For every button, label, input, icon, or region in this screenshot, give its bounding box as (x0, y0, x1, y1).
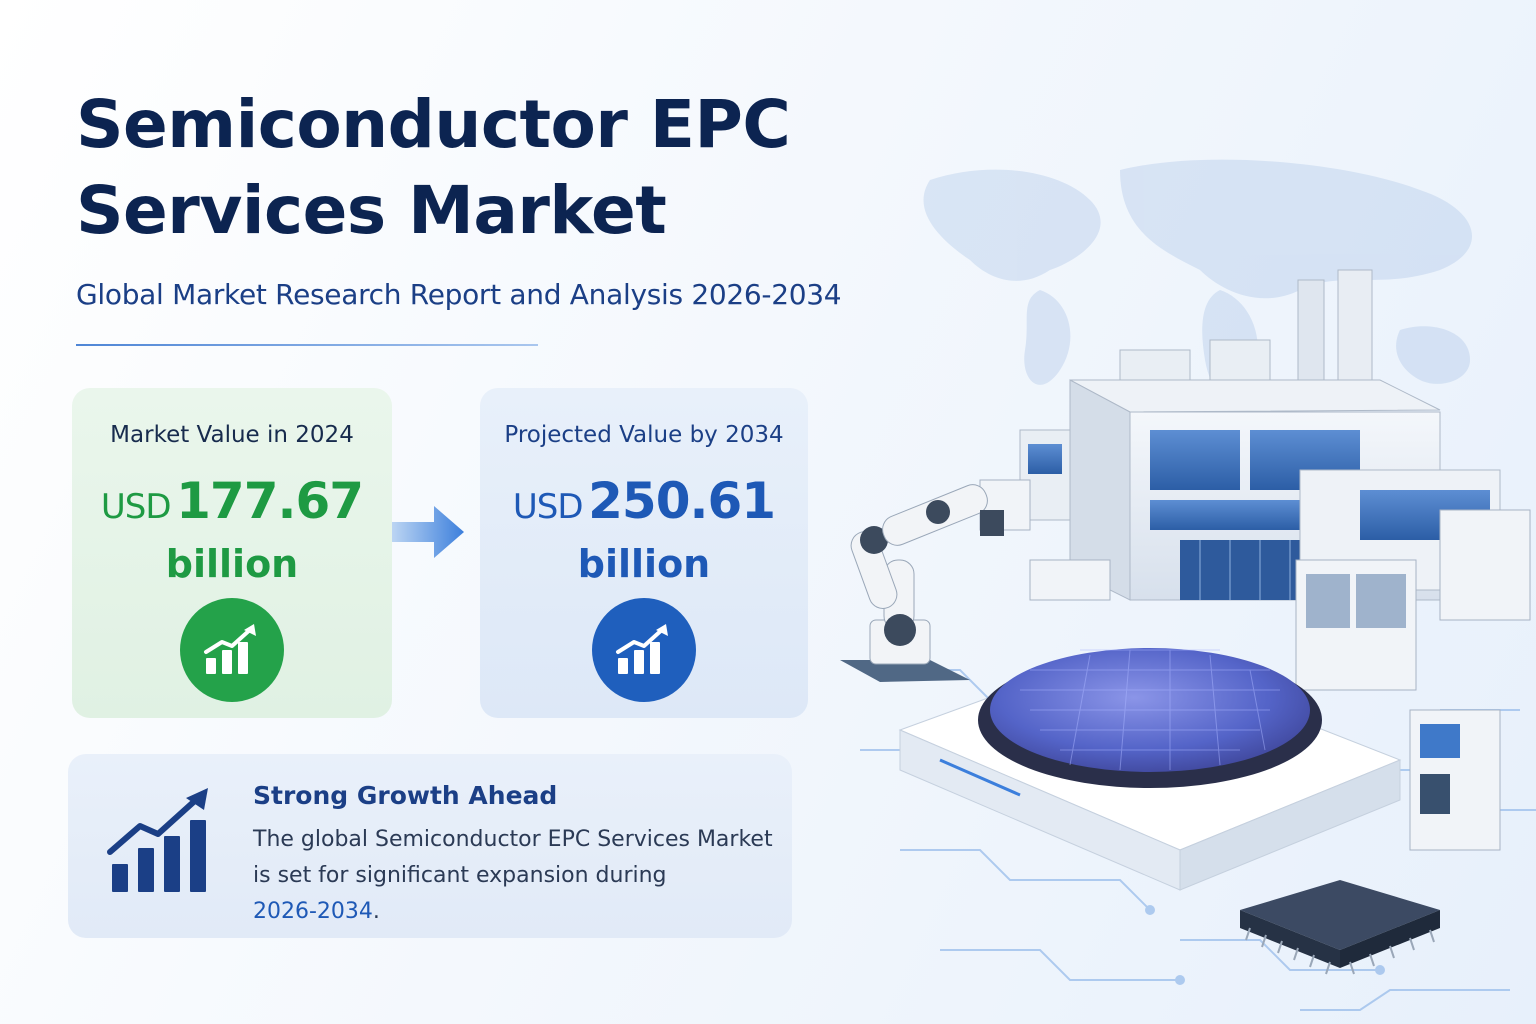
growth-text-main: The global Semiconductor EPC Services Ma… (253, 827, 773, 888)
card-number: 250.61 (588, 472, 776, 530)
market-value-2024-card: Market Value in 2024 USD 177.67 billion (72, 388, 392, 718)
card-unit: billion (165, 542, 299, 586)
microchip (1240, 880, 1440, 975)
bar-chart-trend-icon (107, 788, 208, 892)
projected-value-2034-card: Projected Value by 2034 USD 250.61 billi… (480, 388, 808, 718)
card-label: Projected Value by 2034 (504, 422, 784, 448)
silicon-wafer (898, 648, 1402, 891)
semiconductor-illustration (840, 159, 1536, 1011)
growth-text-end: . (372, 899, 380, 924)
card-value: USD 177.67 billion (72, 474, 392, 588)
growth-title: Strong Growth Ahead (253, 781, 558, 810)
growth-chart-icon (592, 598, 696, 702)
title-divider (76, 344, 538, 346)
arrow-right-icon (392, 506, 464, 558)
growth-chart-icon (180, 598, 284, 702)
card-label: Market Value in 2024 (110, 422, 354, 448)
growth-description: The global Semiconductor EPC Services Ma… (253, 822, 773, 930)
growth-panel (68, 754, 792, 938)
robotic-arm (840, 484, 1004, 682)
card-value: USD 250.61 billion (480, 474, 808, 588)
process-equipment (979, 479, 1531, 851)
card-currency: USD (512, 487, 584, 527)
semiconductor-factory (1019, 269, 1501, 601)
card-currency: USD (100, 487, 172, 527)
card-unit: billion (577, 542, 711, 586)
page-title: Semiconductor EPC Services Market (76, 82, 936, 254)
growth-text-highlight: 2026-2034 (253, 899, 373, 924)
card-number: 177.67 (176, 472, 364, 530)
page-subtitle: Global Market Research Report and Analys… (76, 278, 842, 311)
title-line-2: Services Market (76, 172, 667, 249)
title-line-1: Semiconductor EPC (76, 86, 791, 163)
world-map (923, 159, 1473, 403)
